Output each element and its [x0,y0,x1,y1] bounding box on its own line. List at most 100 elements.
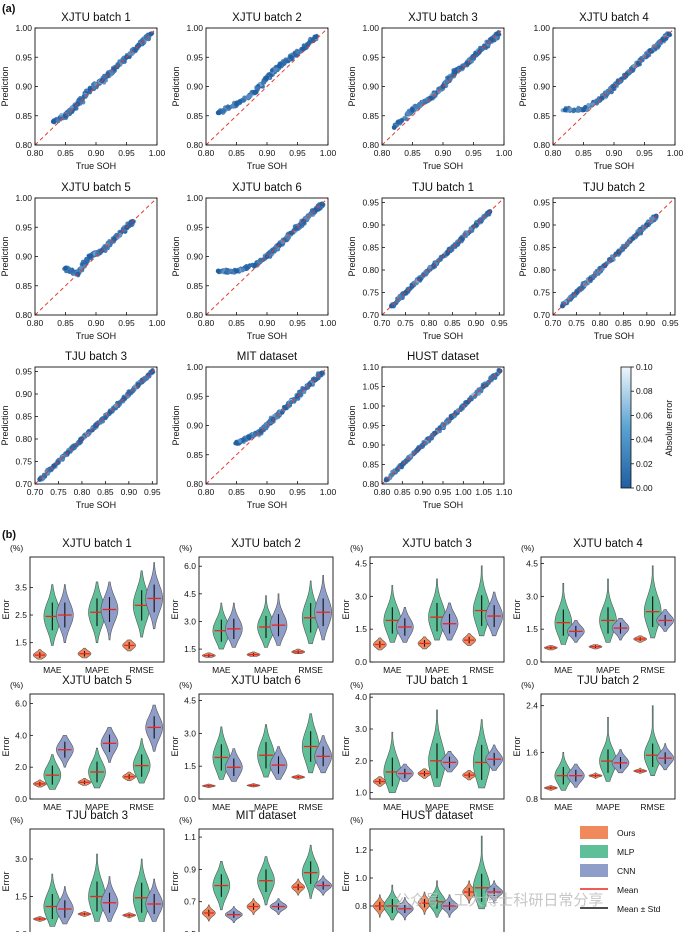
y-axis-label: Prediction [171,236,181,276]
y-tick-label: 4.0 [15,730,27,740]
x-tick-label: 0.85 [394,487,411,497]
scatter-point [242,437,247,442]
y-tick-label: 3.0 [526,591,538,601]
scatter-point [313,378,318,383]
x-axis-label: True SOH [423,331,463,341]
scatter-point [400,118,405,123]
y-tick-label: 1.5 [15,892,27,902]
colorbar-tick-label: 0.10 [636,362,653,372]
x-tick-label: MAPE [596,802,620,812]
x-tick-label: RMSE [298,802,323,812]
y-tick-label: 0.95 [186,391,203,401]
x-tick-label: RMSE [129,665,154,675]
scatter-point [244,265,249,270]
violin-panel: XJTU batch 1 (%) MAE MAPE RMSE 1.5 2.5 3.5 Error [1,538,165,675]
y-tick-label: 0.90 [362,82,379,92]
scatter-point [437,89,442,94]
panel-title: MIT dataset [237,351,298,363]
x-tick-label: 0.95 [289,148,306,158]
violin-plots: XJTU batch 1 (%) MAE MAPE RMSE 1.5 2.5 3.5 Error… [1,538,676,932]
scatter-point [300,386,305,391]
colorbar-tick-label: 0.08 [636,386,653,396]
y-tick-label: 2.4 [526,701,538,711]
colorbar: 0.10 0.08 0.06 0.04 0.02 0.00 Absolute error [620,362,674,493]
x-tick-label: 0.80 [374,148,391,158]
y-axis-label: Prediction [518,236,528,276]
scatter-point [258,257,263,262]
x-tick-label: 1.00 [496,148,513,158]
panel-title: HUST dataset [407,351,480,363]
scatter-point [268,73,274,78]
x-tick-label: MAPE [596,665,620,675]
y-tick-label: 0.8 [526,794,538,804]
x-axis-label: True SOH [247,331,287,341]
x-tick-label: 0.90 [259,487,276,497]
x-tick-label: 0.95 [144,487,161,497]
x-axis-label: True SOH [594,331,634,341]
x-tick-label: RMSE [129,802,154,812]
scatter-point [417,102,422,107]
scatter-point [632,64,637,69]
x-tick-label: MAPE [425,802,449,812]
x-tick-label: 0.85 [575,148,592,158]
y-tick-label: 2.0 [355,756,367,766]
diagonal-line [205,197,329,316]
y-tick-label: 3.0 [15,854,27,864]
x-tick-label: 0.90 [606,148,623,158]
x-tick-label: 0.90 [88,318,105,328]
x-tick-label: 0.85 [404,148,421,158]
y-tick-label: 0.90 [533,220,550,230]
panel-frame [381,197,505,316]
x-tick-label: MAE [212,802,231,812]
scatter-point [246,434,252,440]
scatter-point [84,258,89,263]
legend-swatch [580,864,608,877]
x-tick-label: RMSE [469,665,494,675]
x-tick-label: MAE [383,802,402,812]
panel-title: TJU batch 2 [583,182,645,194]
unit-label: (%) [521,543,534,553]
y-tick-label: 0.75 [533,288,550,298]
diagonal-line [205,366,329,485]
y-tick-label: 0.85 [533,243,550,253]
y-axis-label: Error [341,736,351,756]
y-axis-label: Prediction [347,405,357,445]
y-tick-label: 1.5 [184,644,196,654]
scatter-point [255,86,260,91]
y-tick-label: 0.80 [533,140,550,150]
panel-frame [540,693,676,800]
y-tick-label: 0.80 [15,434,32,444]
x-tick-label: 0.85 [228,148,245,158]
scatter-point [316,374,321,379]
scatter-point [653,43,658,48]
unit-label: (%) [350,815,363,825]
scatter-point [581,107,586,113]
y-axis-label: Prediction [0,405,10,445]
panel-title: XJTU batch 5 [61,182,131,194]
y-axis-label: Prediction [0,66,10,106]
scatter-point [311,38,316,44]
scatter-point [78,265,84,270]
legend: Ours MLP CNN Mean Mean ± Std [580,826,661,914]
scatter-point [50,119,56,124]
panel-frame [369,693,505,800]
x-tick-label: 0.85 [444,318,461,328]
panel-frame [369,556,505,663]
panel-frame [29,828,165,932]
y-tick-label: 0.95 [533,198,550,208]
scatter-point [395,120,400,125]
y-tick-label: 1.00 [186,193,203,203]
violin-panel: XJTU batch 2 (%) MAE MAPE RMSE 1.5 3.0 4.5 6.0 Er… [170,538,334,675]
y-tick-label: 1.00 [533,23,550,33]
x-tick-label: RMSE [640,802,665,812]
x-tick-label: 0.85 [228,318,245,328]
scatter-point [410,107,415,113]
y-tick-label: 0.8 [355,901,367,911]
panel-title: XJTU batch 4 [573,538,643,550]
y-tick-label: 1.10 [362,362,379,372]
x-tick-label: 0.95 [636,148,653,158]
y-tick-label: 0.95 [362,421,379,431]
y-tick-label: 0.80 [15,140,32,150]
